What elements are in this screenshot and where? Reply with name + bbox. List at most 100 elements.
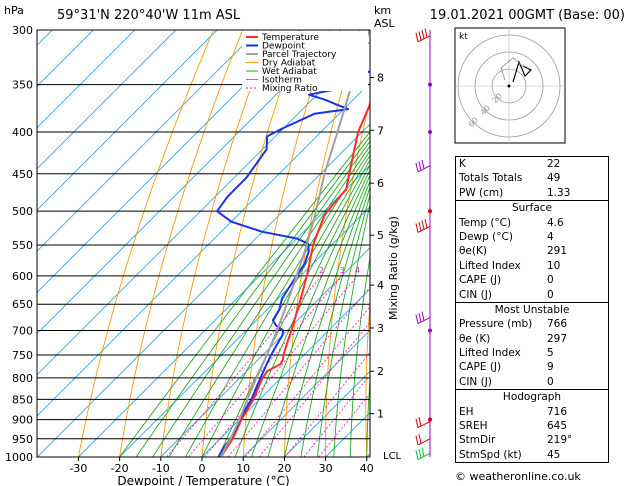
asl-unit-label: ASL — [374, 17, 396, 30]
hodograph-unit-label: kt — [459, 32, 468, 42]
surface-row: Dewp (°C) 4 — [456, 230, 608, 244]
wet-adiabat-line — [333, 202, 370, 457]
surface-row-label: θe(K) — [459, 245, 487, 258]
most-unstable-row-value: 9 — [547, 361, 554, 374]
hodograph-row: SREH 645 — [456, 419, 608, 433]
wind-level-dot — [428, 209, 432, 214]
wet-adiabat-line — [366, 374, 370, 457]
isotherm-line — [160, 247, 370, 457]
most-unstable-row: CIN (J) 0 — [456, 375, 608, 389]
pressure-tick-label: 700 — [12, 325, 33, 338]
legend-entry: Mixing Ratio — [262, 84, 318, 94]
most-unstable-row-value: 766 — [547, 318, 568, 331]
hodograph-trace — [512, 60, 533, 83]
mixing-ratio-label: 10 — [404, 266, 414, 275]
index-row-label: K — [459, 158, 466, 170]
pressure-tick-label: 750 — [12, 349, 33, 362]
dry-adiabat-line — [616, 30, 629, 457]
most-unstable-row: Pressure (mb) 766 — [456, 317, 608, 331]
wet-adiabat-line — [119, 131, 370, 457]
pressure-tick-label: 850 — [12, 393, 33, 406]
datetime-title: 19.01.2021 00GMT (Base: 00) — [429, 8, 625, 23]
surface-row: Temp (°C) 4.6 — [456, 216, 608, 230]
km-tick-label: 7 — [377, 124, 384, 137]
most-unstable-row-label: CIN (J) — [459, 375, 492, 388]
mixing-ratio-label: 6 — [377, 266, 382, 275]
surface-row-label: Lifted Index — [459, 259, 521, 272]
hodograph-row: StmSpd (kt) 45 — [456, 448, 608, 462]
legend-entry: Wet Adiabat — [262, 67, 317, 77]
wet-adiabat-line — [201, 154, 370, 457]
pressure-tick-label: 300 — [12, 24, 33, 37]
plot-frame — [36, 29, 371, 458]
surface-row-value: 4.6 — [547, 216, 564, 229]
km-tick-label: 5 — [377, 229, 384, 242]
hodograph-row-value: 645 — [547, 420, 568, 433]
indices-top-box: K 22 Totals Totals 49 PW (cm) 1.33 Surface Te… — [455, 156, 609, 464]
surface-row-value: 10 — [547, 259, 561, 272]
km-tick-label: 4 — [377, 279, 384, 292]
legend-entry: Parcel Trajectory — [262, 50, 337, 60]
pressure-tick-label: 500 — [12, 205, 33, 218]
wind-level-dot — [428, 328, 432, 333]
x-tick-label: 40 — [360, 462, 374, 475]
surface-section: Surface Temp (°C) 4.6 Dewp (°C) 4 θe(K) 291 Li… — [456, 200, 608, 302]
lcl-label: LCL — [383, 451, 402, 462]
x-tick-label: 0 — [199, 462, 206, 475]
mixing-ratio-label: 3 — [340, 266, 345, 275]
wind-barb — [415, 159, 431, 173]
hodograph-section: Hodograph EH 716 SREH 645 StmDir 219° StmSpd (… — [456, 389, 608, 462]
x-tick-label: -30 — [69, 462, 87, 475]
hodograph-row-label: StmDir — [459, 434, 496, 447]
km-tick-label: 2 — [377, 365, 384, 378]
temperature-series-line — [220, 102, 370, 457]
index-row-label: Totals Totals — [459, 172, 523, 185]
isotherm-line — [119, 205, 370, 457]
surface-row-value: 4 — [547, 230, 554, 243]
isotherm-line — [284, 370, 370, 457]
diagram-grid: 2 3 4 6 8 10 15 20 25 — [37, 30, 629, 457]
hodograph-row-label: SREH — [459, 420, 488, 433]
surface-heading: Surface — [511, 202, 552, 215]
most-unstable-row-value: 0 — [547, 375, 554, 388]
wind-level-dot — [428, 82, 432, 87]
isotherm-line — [37, 82, 370, 417]
mixing-ratio-label: 4 — [355, 266, 360, 275]
surface-row-value: 0 — [547, 274, 554, 287]
most-unstable-row: Lifted Index 5 — [456, 346, 608, 360]
pressure-tick-label: 350 — [12, 79, 33, 92]
surface-row-label: Temp (°C) — [459, 216, 512, 229]
mixing-ratio-line — [166, 275, 322, 457]
most-unstable-row-label: θe (K) — [459, 332, 491, 345]
isotherm-line — [37, 30, 259, 252]
pressure-tick-label: 650 — [12, 298, 33, 311]
pressure-tick-label: 600 — [12, 270, 33, 283]
hodograph-row: StmDir 219° — [456, 433, 608, 447]
wind-barb — [415, 218, 431, 233]
index-row-value: 49 — [547, 172, 561, 185]
km-tick-label: 3 — [377, 322, 384, 335]
mixing-ratio-label: 2 — [319, 266, 324, 275]
mixing-ratio-axis-label: Mixing Ratio (g/kg) — [387, 216, 400, 320]
dry-adiabat-line — [201, 30, 302, 457]
isotherm-line — [242, 329, 370, 457]
index-row: Totals Totals 49 — [456, 171, 608, 185]
most-unstable-row-label: Lifted Index — [459, 347, 521, 360]
surface-row: Lifted Index 10 — [456, 259, 608, 273]
mixing-ratio-line — [188, 275, 343, 457]
pressure-tick-label: 950 — [12, 433, 33, 446]
pressure-tick-label: 550 — [12, 239, 33, 252]
isotherm-line — [37, 30, 300, 294]
legend-background — [242, 31, 368, 91]
surface-row-label: CAPE (J) — [459, 274, 502, 287]
surface-row: CAPE (J) 0 — [456, 273, 608, 287]
surface-row-value: 291 — [547, 245, 568, 258]
hodograph-trace-secondary — [500, 57, 526, 81]
surface-row: θe(K) 291 — [456, 244, 608, 258]
index-row-value: 22 — [547, 158, 561, 170]
x-tick-label: -20 — [111, 462, 129, 475]
x-tick-label: 30 — [319, 462, 333, 475]
dry-adiabat-line — [405, 30, 447, 457]
